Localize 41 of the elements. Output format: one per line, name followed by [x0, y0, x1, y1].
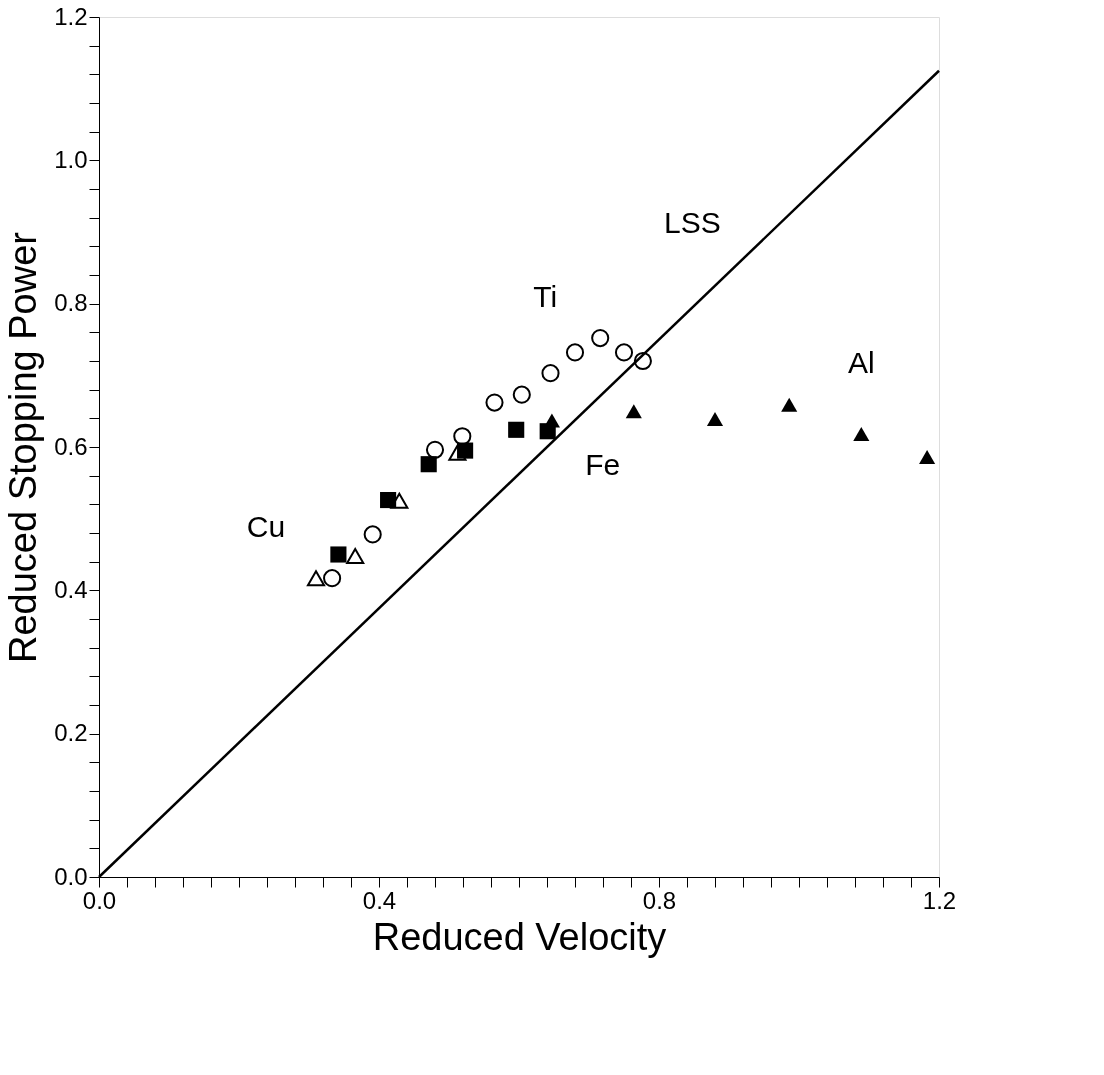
- x-tick-label: 1.2: [922, 886, 957, 914]
- point: [390, 492, 409, 509]
- y-tick-label: 0.8: [54, 289, 88, 317]
- point: [853, 427, 870, 442]
- point: [425, 440, 445, 459]
- x-tick-label: 0.8: [642, 886, 677, 914]
- y-tick-label: 0.4: [54, 575, 88, 603]
- point: [781, 397, 798, 412]
- point: [508, 421, 525, 438]
- point: [485, 393, 504, 412]
- point: [448, 444, 467, 461]
- y-tick-label: 1.2: [54, 2, 88, 30]
- series-label: Al: [847, 346, 875, 380]
- point: [363, 525, 382, 544]
- point: [625, 404, 642, 419]
- x-tick-label: 0.4: [362, 886, 397, 914]
- point: [323, 569, 342, 588]
- point: [919, 450, 936, 465]
- point: [633, 351, 652, 371]
- point: [380, 491, 397, 509]
- point: [420, 456, 437, 473]
- point: [614, 343, 634, 362]
- series-label: LSS: [664, 206, 721, 240]
- point: [706, 412, 724, 427]
- point: [330, 546, 347, 563]
- point: [453, 427, 472, 446]
- y-tick-label: 1.0: [54, 145, 88, 173]
- point: [346, 547, 365, 564]
- point: [541, 364, 560, 383]
- series-label: Ti: [533, 280, 558, 314]
- y-tick-label: 0.6: [54, 432, 88, 460]
- point: [457, 442, 474, 459]
- point: [565, 343, 585, 362]
- series-label: Fe: [585, 448, 621, 482]
- series-label: Cu: [246, 510, 286, 544]
- point: [512, 385, 531, 404]
- y-axis-title: Reduced Stopping Power: [2, 231, 45, 663]
- x-axis-title: Reduced Velocity: [372, 915, 667, 958]
- point: [591, 329, 610, 348]
- y-tick-label: 0.2: [54, 719, 88, 747]
- point: [306, 570, 326, 587]
